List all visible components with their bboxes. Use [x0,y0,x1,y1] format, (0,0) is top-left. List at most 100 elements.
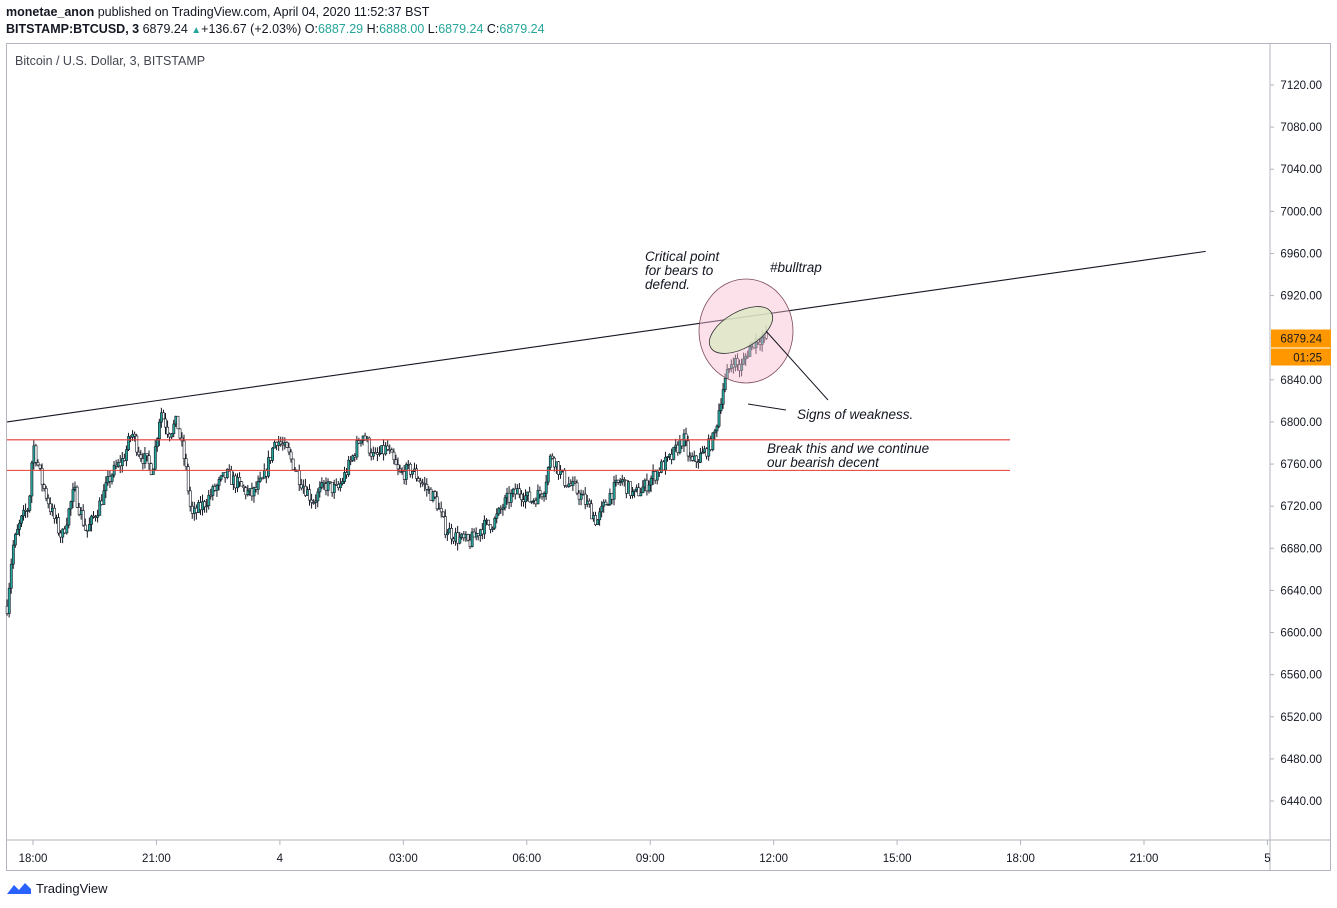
x-tick-label: 12:00 [759,853,788,865]
footer-brand[interactable]: TradingView [6,880,108,896]
candle-body [641,486,645,494]
candle-body [497,507,501,515]
candle-body [83,524,87,531]
candle-body [686,440,690,457]
candle-body [596,519,600,525]
candle-body [67,508,71,526]
candle-body [225,469,229,478]
candle-body [320,482,324,488]
trendline [6,250,1206,423]
candle-body [69,501,73,510]
candle-body [588,500,591,505]
candle-body [164,418,167,428]
candle-body [242,485,246,488]
x-tick-label: 18:00 [19,853,48,865]
candle-body [684,433,688,442]
candle-body [409,463,412,475]
callout-line [747,403,787,411]
candle-body [629,481,632,496]
candle-body [182,440,186,459]
candle-body [711,432,715,450]
candle-body [36,462,40,466]
candle-body [740,363,744,371]
candle-body [411,471,414,475]
candle-body [604,501,608,505]
candle-body [392,451,396,461]
candle-body [343,472,346,482]
candle-body [326,481,330,491]
candle-body [104,482,108,492]
time-axis[interactable]: 18:00 21:00 4 03:00 06:00 09:00 12:00 15:00 18:0… [19,840,1271,865]
candle-body [314,500,318,503]
candle-body [721,389,725,405]
y-tick-label: 7040.00 [1280,164,1322,176]
candle-body [487,519,491,526]
candle-body [188,490,192,507]
high-value: 6888.00 [379,22,425,36]
plot-area [5,325,768,618]
candle-body [322,482,326,484]
candle-body [528,491,532,503]
candle-body [546,467,550,483]
candle-body [715,425,719,432]
candle-body [153,446,157,470]
candle-body [742,358,746,365]
candle-body [491,527,495,530]
candle-body [102,490,106,505]
y-tick-label: 6600.00 [1280,628,1322,640]
candle-body [184,458,188,467]
y-tick-label: 6520.00 [1280,712,1322,724]
author-name[interactable]: monetae_anon [6,5,95,19]
price-axis[interactable]: 7120.00 7080.00 7040.00 7000.00 6960.00 6920.… [1270,80,1322,808]
candle-body [120,458,124,467]
candle-body [483,519,486,535]
candle-body [647,484,651,492]
candle-body [557,461,560,475]
candle-body [339,483,342,489]
candle-body [764,332,768,339]
open-label: O: [304,22,318,36]
candle-body [495,513,499,519]
candle-body [573,481,577,484]
candle-body [155,438,159,448]
candle-body [386,445,390,450]
callout-line [765,330,829,401]
price-change: +136.67 (+2.03%) [201,22,302,36]
candle-body [548,455,552,468]
candle-body [606,504,610,506]
candle-body [435,496,439,510]
candle-body [219,475,223,480]
highlight-ellipse-inner [708,306,774,354]
candle-body [649,478,653,486]
candle-body [297,470,301,485]
candle-body [520,493,523,501]
candle-body [612,482,616,500]
candle-body [18,522,21,530]
candle-body [394,459,398,466]
candle-body [11,544,15,565]
candle-body [618,481,622,484]
current-price-label: 6879.24 [1280,334,1322,346]
close-value: 6879.24 [499,22,545,36]
high-label: H: [366,22,380,36]
candle-body [744,355,748,360]
candle-body [310,499,314,503]
candle-body [415,468,419,479]
candle-body [444,516,447,536]
candle-body [723,378,727,391]
candle-body [256,480,260,490]
candle-body [34,445,38,463]
x-tick-label: 21:00 [142,853,171,865]
annotation-critical-point: for bears to [645,263,714,278]
candle-body [279,441,283,445]
candle-body [760,337,764,345]
y-tick-label: 6720.00 [1280,501,1322,513]
x-tick-label: 4 [277,853,284,865]
candle-body [590,503,593,520]
candle-body [260,477,264,480]
annotation-bulltrap: #bulltrap [770,260,822,275]
candle-body [633,489,637,492]
candle-body [96,515,100,518]
candle-body [316,491,320,502]
